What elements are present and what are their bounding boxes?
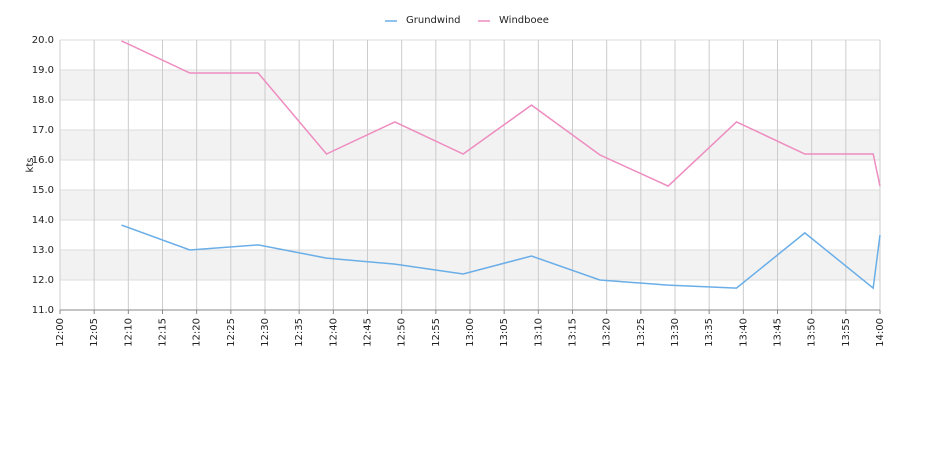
x-tick-label: 13:05 [499,318,510,347]
x-tick-label: 12:20 [192,318,203,347]
y-tick-label: 11.0 [32,305,54,316]
y-tick-label: 18.0 [32,95,54,106]
legend-label: Windboee [499,15,549,26]
x-tick-label: 13:20 [602,318,613,347]
legend-label: Grundwind [406,15,461,26]
x-tick-label: 12:25 [226,318,237,347]
series-line [121,40,881,187]
y-tick-label: 14.0 [32,215,54,226]
x-tick-label: 13:50 [807,318,818,347]
y-tick-label: 19.0 [32,65,54,76]
y-tick-label: 13.0 [32,245,54,256]
x-tick-label: 12:10 [123,318,134,347]
x-tick-label: 13:55 [841,318,852,347]
x-tick-label: 12:55 [431,318,442,347]
x-tick-label: 13:35 [704,318,715,347]
x-tick-label: 13:45 [773,318,784,347]
x-tick-label: 13:10 [533,318,544,347]
x-tick-label: 12:35 [294,318,305,347]
x-tick-label: 13:25 [636,318,647,347]
x-tick-label: 13:30 [670,318,681,347]
x-tick-label: 13:00 [465,318,476,347]
y-tick-label: 16.0 [32,155,54,166]
y-tick-label: 20.0 [32,35,54,46]
y-tick-label: 17.0 [32,125,54,136]
x-tick-label: 12:45 [363,318,374,347]
x-tick-label: 12:40 [328,318,339,347]
y-axis-label: kts [25,158,36,173]
x-tick-label: 13:15 [568,318,579,347]
y-tick-label: 15.0 [32,185,54,196]
x-tick-label: 12:05 [89,318,100,347]
x-tick-label: 12:50 [397,318,408,347]
x-tick-label: 14:00 [875,318,886,347]
x-tick-label: 12:15 [158,318,169,347]
x-tick-label: 12:30 [260,318,271,347]
x-tick-label: 12:00 [55,318,66,347]
series-line [121,224,881,290]
y-tick-label: 12.0 [32,275,54,286]
x-tick-label: 13:40 [738,318,749,347]
